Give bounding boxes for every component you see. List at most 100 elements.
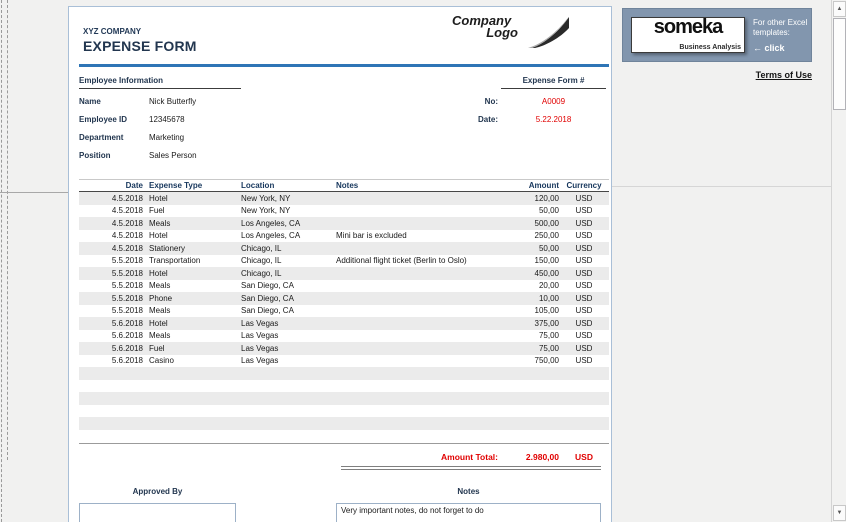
table-row[interactable]: 4.5.2018 Stationery Chicago, IL 50,00 USD [79, 242, 609, 255]
cell-date[interactable]: 5.6.2018 [111, 331, 143, 341]
cell-currency[interactable]: USD [575, 256, 593, 266]
someka-banner[interactable]: someka Business Analysis For other Excel… [622, 8, 812, 62]
cell-type[interactable]: Meals [149, 331, 171, 341]
form-date-value[interactable]: 5.22.2018 [535, 115, 572, 124]
form-no-value[interactable]: A0009 [541, 97, 566, 106]
cell-amount[interactable]: 120,00 [534, 193, 559, 203]
table-row[interactable] [79, 380, 609, 393]
table-row[interactable]: 4.5.2018 Meals Los Angeles, CA 500,00 USD [79, 217, 609, 230]
cell-type[interactable]: Meals [149, 218, 171, 228]
cell-date[interactable]: 5.5.2018 [111, 306, 143, 316]
position-value[interactable]: Sales Person [149, 151, 197, 160]
table-row[interactable]: 5.6.2018 Casino Las Vegas 750,00 USD [79, 355, 609, 368]
table-row[interactable] [79, 417, 609, 430]
cell-date[interactable]: 5.6.2018 [111, 318, 143, 328]
table-row[interactable]: 5.6.2018 Fuel Las Vegas 75,00 USD [79, 342, 609, 355]
table-row[interactable]: 4.5.2018 Fuel New York, NY 50,00 USD [79, 205, 609, 218]
cell-currency[interactable]: USD [575, 318, 593, 328]
cell-location[interactable]: Los Angeles, CA [241, 231, 301, 241]
cell-date[interactable]: 4.5.2018 [111, 193, 143, 203]
cell-location[interactable]: Chicago, IL [241, 268, 282, 278]
cell-currency[interactable]: USD [575, 231, 593, 241]
cell-currency[interactable]: USD [575, 343, 593, 353]
cell-location[interactable]: New York, NY [241, 206, 291, 216]
cell-date[interactable]: 5.5.2018 [111, 256, 143, 266]
cell-amount[interactable]: 375,00 [534, 318, 559, 328]
table-row[interactable] [79, 367, 609, 380]
cell-location[interactable]: Las Vegas [241, 343, 279, 353]
cell-amount[interactable]: 50,00 [538, 243, 559, 253]
cell-type[interactable]: Hotel [149, 193, 168, 203]
vertical-scrollbar[interactable]: ▲ ▼ [831, 0, 846, 522]
cell-date[interactable]: 4.5.2018 [111, 218, 143, 228]
scrollbar-thumb[interactable] [833, 18, 846, 110]
cell-type[interactable]: Hotel [149, 231, 168, 241]
cell-amount[interactable]: 500,00 [534, 218, 559, 228]
cell-amount[interactable]: 75,00 [538, 343, 559, 353]
someka-logo[interactable]: someka Business Analysis [631, 17, 745, 53]
cell-currency[interactable]: USD [575, 306, 593, 316]
table-row[interactable] [79, 405, 609, 418]
cell-amount[interactable]: 50,00 [538, 206, 559, 216]
cell-amount[interactable]: 10,00 [538, 293, 559, 303]
cell-currency[interactable]: USD [575, 293, 593, 303]
cell-location[interactable]: New York, NY [241, 193, 291, 203]
cell-location[interactable]: Chicago, IL [241, 243, 282, 253]
scroll-up-button[interactable]: ▲ [833, 1, 846, 17]
approved-by-field[interactable] [79, 503, 236, 522]
cell-amount[interactable]: 105,00 [534, 306, 559, 316]
cell-notes[interactable]: Additional flight ticket (Berlin to Oslo… [336, 256, 467, 266]
table-row[interactable]: 5.5.2018 Meals San Diego, CA 105,00 USD [79, 305, 609, 318]
cell-amount[interactable]: 20,00 [538, 281, 559, 291]
cell-type[interactable]: Fuel [149, 206, 165, 216]
table-row[interactable]: 5.6.2018 Meals Las Vegas 75,00 USD [79, 330, 609, 343]
cell-type[interactable]: Casino [149, 356, 174, 366]
cell-type[interactable]: Hotel [149, 318, 168, 328]
cell-date[interactable]: 5.5.2018 [111, 268, 143, 278]
cell-location[interactable]: Las Vegas [241, 318, 279, 328]
cell-date[interactable]: 4.5.2018 [111, 206, 143, 216]
cell-type[interactable]: Meals [149, 306, 171, 316]
cell-currency[interactable]: USD [575, 218, 593, 228]
cell-location[interactable]: Las Vegas [241, 331, 279, 341]
cell-amount[interactable]: 75,00 [538, 331, 559, 341]
cell-type[interactable]: Meals [149, 281, 171, 291]
scroll-down-button[interactable]: ▼ [833, 505, 846, 521]
cell-currency[interactable]: USD [575, 331, 593, 341]
cell-location[interactable]: Chicago, IL [241, 256, 282, 266]
cell-date[interactable]: 5.5.2018 [111, 281, 143, 291]
table-row[interactable] [79, 430, 609, 443]
employee-id-value[interactable]: 12345678 [149, 115, 185, 124]
table-row[interactable]: 4.5.2018 Hotel Los Angeles, CA Mini bar is … [79, 230, 609, 243]
table-row[interactable]: 4.5.2018 Hotel New York, NY 120,00 USD [79, 192, 609, 205]
cell-date[interactable]: 5.6.2018 [111, 343, 143, 353]
table-row[interactable]: 5.6.2018 Hotel Las Vegas 375,00 USD [79, 317, 609, 330]
cell-type[interactable]: Phone [149, 293, 173, 303]
cell-type[interactable]: Transportation [149, 256, 201, 266]
cell-amount[interactable]: 250,00 [534, 231, 559, 241]
notes-field[interactable]: Very important notes, do not forget to d… [336, 503, 601, 522]
cell-location[interactable]: San Diego, CA [241, 281, 294, 291]
cell-date[interactable]: 4.5.2018 [111, 243, 143, 253]
cell-location[interactable]: San Diego, CA [241, 293, 294, 303]
table-row[interactable]: 5.5.2018 Phone San Diego, CA 10,00 USD [79, 292, 609, 305]
cell-location[interactable]: Las Vegas [241, 356, 279, 366]
table-row[interactable]: 5.5.2018 Hotel Chicago, IL 450,00 USD [79, 267, 609, 280]
cell-amount[interactable]: 450,00 [534, 268, 559, 278]
table-row[interactable]: 5.5.2018 Meals San Diego, CA 20,00 USD [79, 280, 609, 293]
cell-date[interactable]: 5.6.2018 [111, 356, 143, 366]
cell-currency[interactable]: USD [575, 243, 593, 253]
cell-type[interactable]: Stationery [149, 243, 186, 253]
cell-currency[interactable]: USD [575, 206, 593, 216]
cell-date[interactable]: 5.5.2018 [111, 293, 143, 303]
department-value[interactable]: Marketing [149, 133, 185, 142]
terms-of-use-link[interactable]: Terms of Use [755, 70, 812, 80]
cell-location[interactable]: San Diego, CA [241, 306, 294, 316]
click-link[interactable]: ← click [753, 42, 785, 53]
cell-amount[interactable]: 750,00 [534, 356, 559, 366]
cell-type[interactable]: Hotel [149, 268, 168, 278]
cell-currency[interactable]: USD [575, 193, 593, 203]
cell-currency[interactable]: USD [575, 356, 593, 366]
table-row[interactable] [79, 392, 609, 405]
cell-amount[interactable]: 150,00 [534, 256, 559, 266]
